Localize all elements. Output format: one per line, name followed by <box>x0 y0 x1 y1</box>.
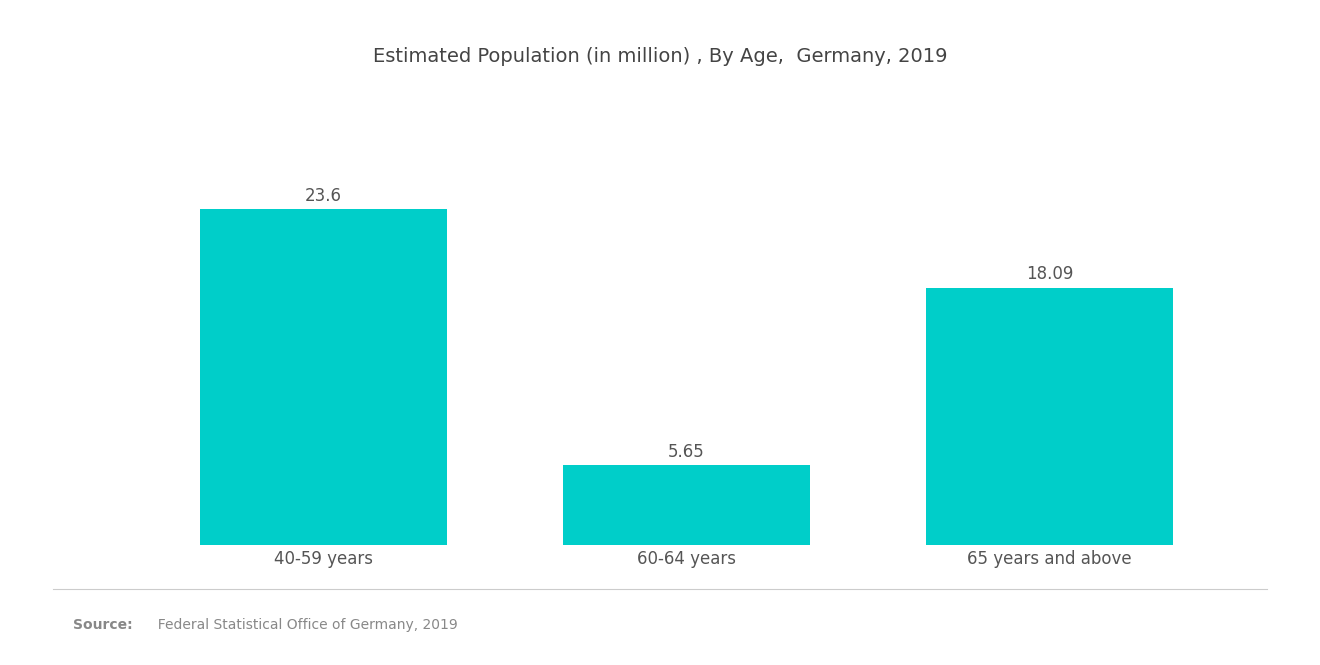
Text: 18.09: 18.09 <box>1026 265 1073 283</box>
Text: Estimated Population (in million) , By Age,  Germany, 2019: Estimated Population (in million) , By A… <box>372 47 948 66</box>
Text: 23.6: 23.6 <box>305 187 342 205</box>
Text: Federal Statistical Office of Germany, 2019: Federal Statistical Office of Germany, 2… <box>149 618 458 632</box>
Bar <box>201 209 446 545</box>
Text: 5.65: 5.65 <box>668 442 705 460</box>
Bar <box>562 465 810 545</box>
Bar <box>927 287 1172 545</box>
Text: Source:: Source: <box>73 618 132 632</box>
